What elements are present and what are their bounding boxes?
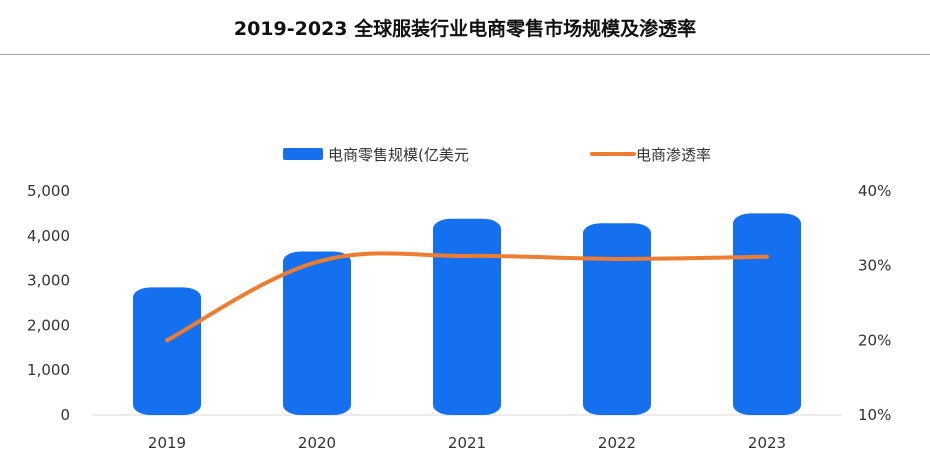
bar-2020 (283, 251, 351, 415)
legend-line-label: 电商渗透率 (636, 146, 711, 164)
legend-bar-swatch (283, 148, 323, 160)
line-series (165, 251, 769, 343)
y-right-tick: 20% (858, 331, 891, 349)
line-point-2019 (166, 339, 168, 341)
chart-title: 2019-2023 全球服装行业电商零售市场规模及渗透率 (233, 18, 697, 40)
line-point-2023 (766, 256, 768, 258)
y-axis-left: 5,000 4,000 3,000 2,000 1,000 0 (27, 182, 70, 424)
y-right-tick: 30% (858, 257, 891, 275)
y-left-tick: 5,000 (27, 182, 70, 200)
x-tick: 2019 (148, 434, 186, 452)
title-divider (0, 54, 930, 55)
bar-series (133, 213, 801, 415)
bar-2021 (433, 218, 501, 415)
y-left-tick: 2,000 (27, 316, 70, 334)
y-left-tick: 4,000 (27, 227, 70, 245)
x-tick: 2023 (748, 434, 786, 452)
y-right-tick: 10% (858, 406, 891, 424)
line-point-2022 (616, 258, 618, 260)
x-tick: 2021 (448, 434, 486, 452)
legend-bar-label: 电商零售规模(亿美元 (328, 146, 469, 164)
line-point-2020 (316, 261, 318, 263)
y-left-tick: 3,000 (27, 272, 70, 290)
bar-2019 (133, 287, 201, 415)
x-tick: 2020 (298, 434, 336, 452)
bar-2023 (733, 213, 801, 415)
x-tick: 2022 (598, 434, 636, 452)
y-left-tick: 0 (60, 406, 70, 424)
y-axis-right: 40% 30% 20% 10% (858, 182, 891, 424)
y-right-tick: 40% (858, 182, 891, 200)
x-axis: 2019 2020 2021 2022 2023 (148, 434, 786, 452)
legend: 电商零售规模(亿美元 电商渗透率 (283, 146, 711, 164)
bar-2022 (583, 223, 651, 415)
y-left-tick: 1,000 (27, 361, 70, 379)
line-point-2021 (466, 255, 468, 257)
